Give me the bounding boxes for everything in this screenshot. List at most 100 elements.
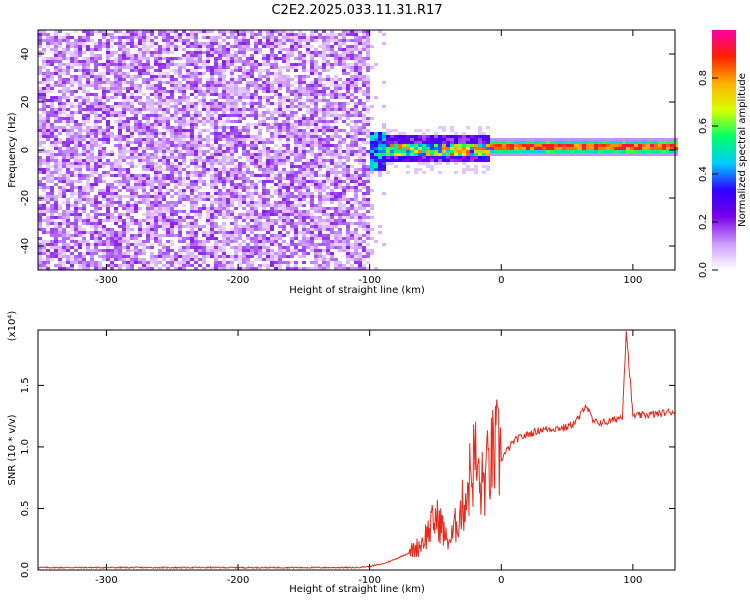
spectrogram-cell: [110, 234, 114, 237]
spectrogram-cell: [94, 267, 98, 270]
spectrogram-cell: [114, 84, 118, 87]
spectrogram-cell: [62, 51, 66, 54]
spectrogram-cell: [130, 45, 134, 48]
spectrogram-cell: [286, 138, 290, 141]
spectrogram-cell: [330, 66, 334, 69]
spectrogram-cell: [126, 33, 130, 36]
spectrogram-cell: [42, 183, 46, 186]
spectrogram-cell: [210, 87, 214, 90]
spectrogram-cell: [294, 120, 298, 123]
spectrogram-cell: [346, 123, 350, 126]
spectrogram-cell: [330, 90, 334, 93]
spectrogram-cell: [322, 84, 326, 87]
spectrogram-cell: [354, 144, 358, 147]
spectrogram-cell: [66, 135, 70, 138]
spectrogram-cell: [266, 225, 270, 228]
spectrogram-cell: [314, 78, 318, 81]
spectrogram-cell: [226, 108, 230, 111]
spectrogram-cell: [162, 75, 166, 78]
spectrogram-cell: [202, 180, 206, 183]
spectrogram-cell: [274, 54, 278, 57]
spectrogram-cell: [282, 204, 286, 207]
spectrogram-cell: [326, 213, 330, 216]
spectrogram-cell: [322, 198, 326, 201]
spectrogram-cell: [146, 267, 150, 270]
spectrogram-cell: [162, 33, 166, 36]
spectrogram-cell: [126, 126, 130, 129]
spectrogram-cell: [134, 195, 138, 198]
spectrogram-cell: [70, 153, 74, 156]
spectrogram-cell: [58, 39, 62, 42]
spectrogram-cell: [318, 195, 322, 198]
spectrogram-cell: [214, 120, 218, 123]
spectrogram-cell: [270, 42, 274, 45]
spectrogram-cell: [298, 105, 302, 108]
spectrogram-cell: [74, 90, 78, 93]
spectrogram-cell: [46, 174, 50, 177]
spectrogram-cell: [334, 33, 338, 36]
spectrogram-cell: [90, 204, 94, 207]
spectrogram-cell: [110, 267, 114, 270]
spectrogram-cell: [302, 123, 306, 126]
spectrogram-cell: [194, 174, 198, 177]
spectrogram-cell: [122, 144, 126, 147]
spectrogram-cell: [146, 66, 150, 69]
spectrogram-cell: [294, 204, 298, 207]
spectrogram-cell: [306, 132, 310, 135]
spectrogram-cell: [210, 231, 214, 234]
spectrogram-cell: [86, 246, 90, 249]
spectrogram-cell: [338, 156, 342, 159]
spectrogram-cell: [322, 126, 326, 129]
spectrogram-cell: [50, 255, 54, 258]
spectrogram-cell: [102, 141, 106, 144]
spectrogram-cell: [234, 174, 238, 177]
spectrogram-cell: [130, 108, 134, 111]
spectrogram-cell: [146, 180, 150, 183]
spectrogram-cell: [242, 183, 246, 186]
spectrogram-cell: [234, 222, 238, 225]
spectrogram-cell: [202, 261, 206, 264]
spectrogram-cell: [122, 99, 126, 102]
spectrogram-cell: [258, 102, 262, 105]
spectrogram-cell: [126, 243, 130, 246]
spectrogram-cell: [246, 249, 250, 252]
spectrogram-cell: [194, 201, 198, 204]
spectrogram-cell: [62, 165, 66, 168]
spectrogram-cell: [274, 219, 278, 222]
spectrogram-cell: [150, 33, 154, 36]
spectrogram-cell: [254, 87, 258, 90]
spectrogram-cell: [222, 84, 226, 87]
spectrogram-cell: [194, 90, 198, 93]
spectrogram-cell: [298, 216, 302, 219]
spectrogram-cell: [126, 216, 130, 219]
spectrogram-cell: [306, 87, 310, 90]
spectrogram-cell: [362, 90, 366, 93]
spectrogram-cell: [106, 135, 110, 138]
spectrogram-cell: [170, 114, 174, 117]
spectrogram-cell: [250, 156, 254, 159]
spectrogram-cell: [70, 237, 74, 240]
spectrogram-cell: [258, 201, 262, 204]
spectrogram-cell: [118, 240, 122, 243]
spectrogram-cell: [302, 45, 306, 48]
spectrogram-cell: [222, 156, 226, 159]
spectrogram-cell: [238, 108, 242, 111]
spectrogram-cell: [122, 177, 126, 180]
spectrogram-cell: [114, 192, 118, 195]
spectrogram-cell: [354, 129, 358, 132]
spectrogram-cell: [66, 267, 70, 270]
spectrogram-cell: [130, 186, 134, 189]
spectrogram-cell: [110, 168, 114, 171]
spectrogram-cell: [186, 42, 190, 45]
spectrogram-cell: [118, 102, 122, 105]
spectrogram-cell: [82, 72, 86, 75]
spectrogram-cell: [110, 240, 114, 243]
spectrogram-cell: [158, 141, 162, 144]
spectrogram-cell: [154, 147, 158, 150]
spectrogram-cell: [182, 39, 186, 42]
spectrogram-cell: [38, 246, 42, 249]
spectrogram-cell: [94, 63, 98, 66]
spectrogram-cell: [254, 63, 258, 66]
spectrogram-cell: [50, 243, 54, 246]
spectrogram-cell: [38, 222, 42, 225]
